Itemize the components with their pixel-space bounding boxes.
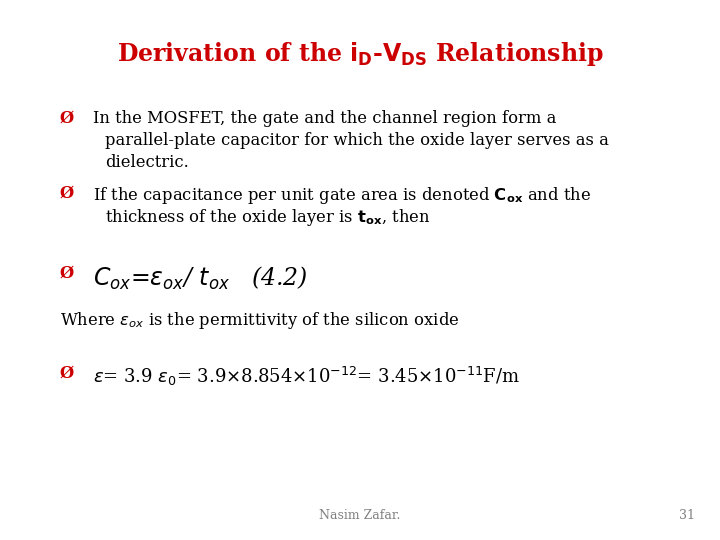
- Text: $\mathit{C}_{ox}$=$\varepsilon_{ox}$/ $\mathit{t}_{ox}$   (4.2): $\mathit{C}_{ox}$=$\varepsilon_{ox}$/ $\…: [93, 265, 307, 292]
- Text: Ø: Ø: [60, 365, 74, 382]
- Text: 31: 31: [679, 509, 695, 522]
- Text: If the capacitance per unit gate area is denoted $\mathbf{C_{ox}}$ and the: If the capacitance per unit gate area is…: [93, 185, 591, 206]
- Text: Nasim Zafar.: Nasim Zafar.: [319, 509, 401, 522]
- Text: Ø: Ø: [60, 110, 74, 127]
- Text: $\varepsilon$= 3.9 $\varepsilon_0$= 3.9$\times$8.854$\times$10$^{-12}$= 3.45$\ti: $\varepsilon$= 3.9 $\varepsilon_0$= 3.9$…: [93, 365, 520, 388]
- Text: parallel-plate capacitor for which the oxide layer serves as a: parallel-plate capacitor for which the o…: [105, 132, 609, 149]
- Text: Derivation of the $\mathbf{i_D}$-$\mathbf{V_{DS}}$ Relationship: Derivation of the $\mathbf{i_D}$-$\mathb…: [117, 40, 603, 68]
- Text: dielectric.: dielectric.: [105, 154, 189, 171]
- Text: In the MOSFET, the gate and the channel region form a: In the MOSFET, the gate and the channel …: [93, 110, 557, 127]
- Text: Where $\varepsilon_{ox}$ is the permittivity of the silicon oxide: Where $\varepsilon_{ox}$ is the permitti…: [60, 310, 459, 331]
- Text: Ø: Ø: [60, 185, 74, 202]
- Text: Ø: Ø: [60, 265, 74, 282]
- Text: thickness of the oxide layer is $\mathbf{t_{ox}}$, then: thickness of the oxide layer is $\mathbf…: [105, 207, 431, 228]
